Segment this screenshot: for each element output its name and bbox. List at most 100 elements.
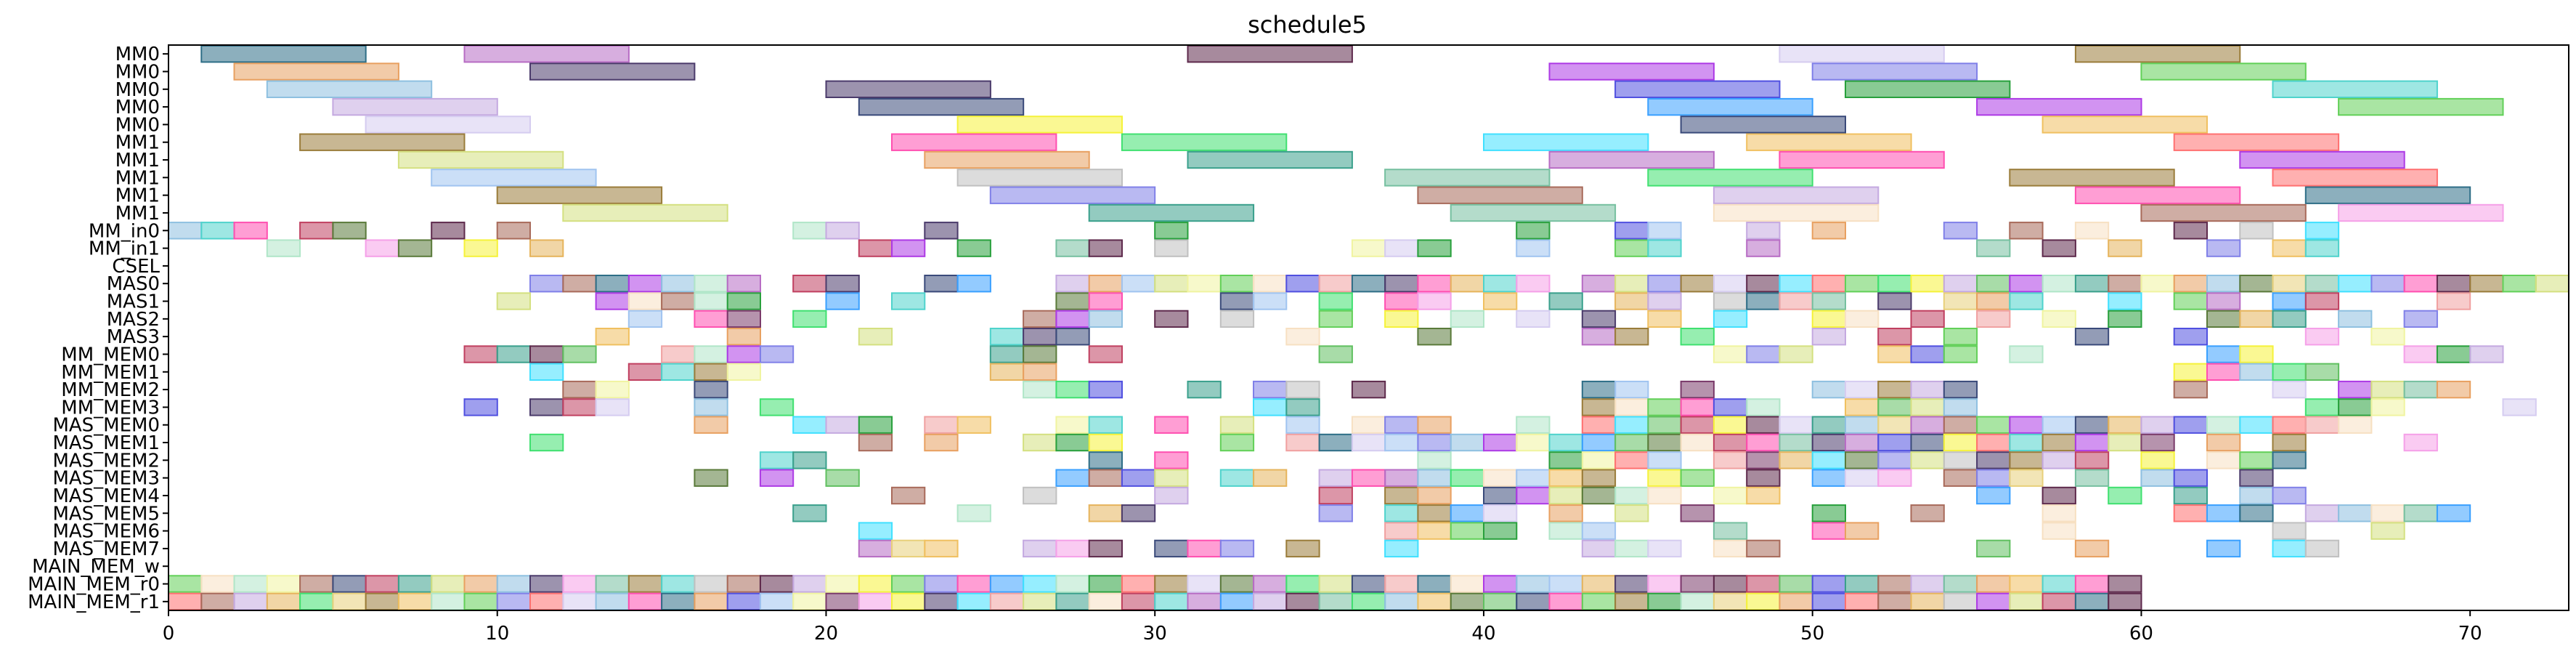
task-bar bbox=[1910, 504, 1945, 522]
task-bar bbox=[1516, 592, 1551, 611]
task-bar bbox=[496, 292, 532, 310]
task-bar bbox=[2436, 292, 2471, 310]
task-bar bbox=[1877, 416, 1912, 434]
task-bar bbox=[1121, 504, 1156, 522]
task-bar bbox=[431, 575, 466, 593]
task-bar bbox=[1746, 592, 1781, 611]
row-label: MAS_MEM2 bbox=[52, 450, 160, 472]
task-bar bbox=[1976, 275, 2011, 293]
task-bar bbox=[2403, 310, 2438, 328]
task-bar bbox=[1976, 97, 2142, 116]
task-bar bbox=[2502, 398, 2537, 416]
task-bar bbox=[989, 328, 1025, 346]
row-label: MM_in0 bbox=[89, 220, 160, 242]
task-bar bbox=[2009, 592, 2044, 611]
task-bar bbox=[2173, 363, 2208, 382]
task-bar bbox=[924, 575, 959, 593]
task-bar bbox=[759, 469, 795, 487]
task-bar bbox=[1581, 380, 1617, 399]
task-bar bbox=[1614, 398, 1649, 416]
task-bar bbox=[1516, 575, 1551, 593]
task-bar bbox=[1746, 292, 1781, 310]
task-bar bbox=[1877, 469, 1912, 487]
task-bar bbox=[1483, 504, 1518, 522]
task-bar bbox=[1712, 592, 1748, 611]
task-bar bbox=[1680, 380, 1715, 399]
task-bar bbox=[792, 504, 827, 522]
task-bar bbox=[891, 575, 926, 593]
task-bar bbox=[365, 116, 531, 134]
task-bar bbox=[1581, 469, 1617, 487]
task-bar bbox=[365, 592, 399, 611]
task-bar bbox=[1647, 575, 1682, 593]
task-bar bbox=[1581, 451, 1617, 469]
task-bar bbox=[2009, 275, 2044, 293]
task-bar bbox=[924, 416, 959, 434]
task-bar bbox=[1680, 116, 1847, 134]
task-bar bbox=[1877, 328, 1912, 346]
task-bar bbox=[1614, 328, 1649, 346]
task-bar bbox=[266, 592, 301, 611]
task-bar bbox=[759, 575, 795, 593]
task-bar bbox=[1943, 575, 1978, 593]
row-label: MM0 bbox=[115, 61, 160, 83]
task-bar bbox=[956, 504, 991, 522]
task-bar bbox=[1976, 539, 2011, 558]
task-bar bbox=[1581, 398, 1617, 416]
task-bar bbox=[1746, 133, 1912, 151]
task-bar bbox=[2009, 292, 2044, 310]
task-bar bbox=[365, 575, 399, 593]
task-bar bbox=[1877, 292, 1912, 310]
task-bar bbox=[726, 592, 762, 611]
task-bar bbox=[2272, 380, 2307, 399]
task-bar bbox=[2502, 275, 2537, 293]
task-bar bbox=[1351, 469, 1386, 487]
x-tick-label: 0 bbox=[163, 623, 175, 645]
task-bar bbox=[2403, 433, 2438, 452]
task-bar bbox=[2239, 150, 2405, 169]
task-bar bbox=[1318, 469, 1353, 487]
task-bar bbox=[1647, 469, 1682, 487]
task-bar bbox=[1943, 275, 1978, 293]
task-bar bbox=[1450, 310, 1484, 328]
row-label: MM1 bbox=[115, 167, 160, 189]
task-bar bbox=[1712, 539, 1748, 558]
task-bar bbox=[1285, 275, 1320, 293]
task-bar bbox=[233, 222, 268, 240]
task-bar bbox=[529, 239, 564, 257]
task-bar bbox=[1845, 380, 1880, 399]
task-bar bbox=[2535, 275, 2569, 293]
task-bar bbox=[266, 575, 301, 593]
task-bar bbox=[1581, 575, 1617, 593]
x-tick-label: 50 bbox=[1800, 623, 1824, 645]
task-bar bbox=[792, 575, 827, 593]
task-bar bbox=[1154, 239, 1189, 257]
task-bar bbox=[1811, 592, 1846, 611]
task-bar bbox=[1910, 275, 1945, 293]
task-bar bbox=[726, 275, 762, 293]
task-bar bbox=[463, 45, 630, 63]
task-bar bbox=[1614, 292, 1649, 310]
task-bar bbox=[2370, 504, 2405, 522]
task-bar bbox=[1779, 275, 1813, 293]
task-bar bbox=[1483, 433, 1518, 452]
x-tick-label: 10 bbox=[485, 623, 509, 645]
task-bar bbox=[1384, 592, 1419, 611]
task-bar bbox=[1910, 433, 1945, 452]
task-bar bbox=[1845, 433, 1880, 452]
task-bar bbox=[2239, 451, 2274, 469]
task-bar bbox=[1088, 275, 1123, 293]
task-bar bbox=[2304, 328, 2340, 346]
task-bar bbox=[1614, 433, 1649, 452]
task-bar bbox=[1088, 539, 1123, 558]
task-bar bbox=[694, 380, 728, 399]
task-bar bbox=[1647, 310, 1682, 328]
task-bar bbox=[1121, 133, 1288, 151]
task-bar bbox=[1779, 292, 1813, 310]
task-bar bbox=[1187, 592, 1222, 611]
task-bar bbox=[1581, 592, 1617, 611]
task-bar bbox=[1318, 292, 1353, 310]
task-bar bbox=[2304, 239, 2340, 257]
task-bar bbox=[2239, 504, 2274, 522]
task-bar bbox=[1253, 469, 1288, 487]
